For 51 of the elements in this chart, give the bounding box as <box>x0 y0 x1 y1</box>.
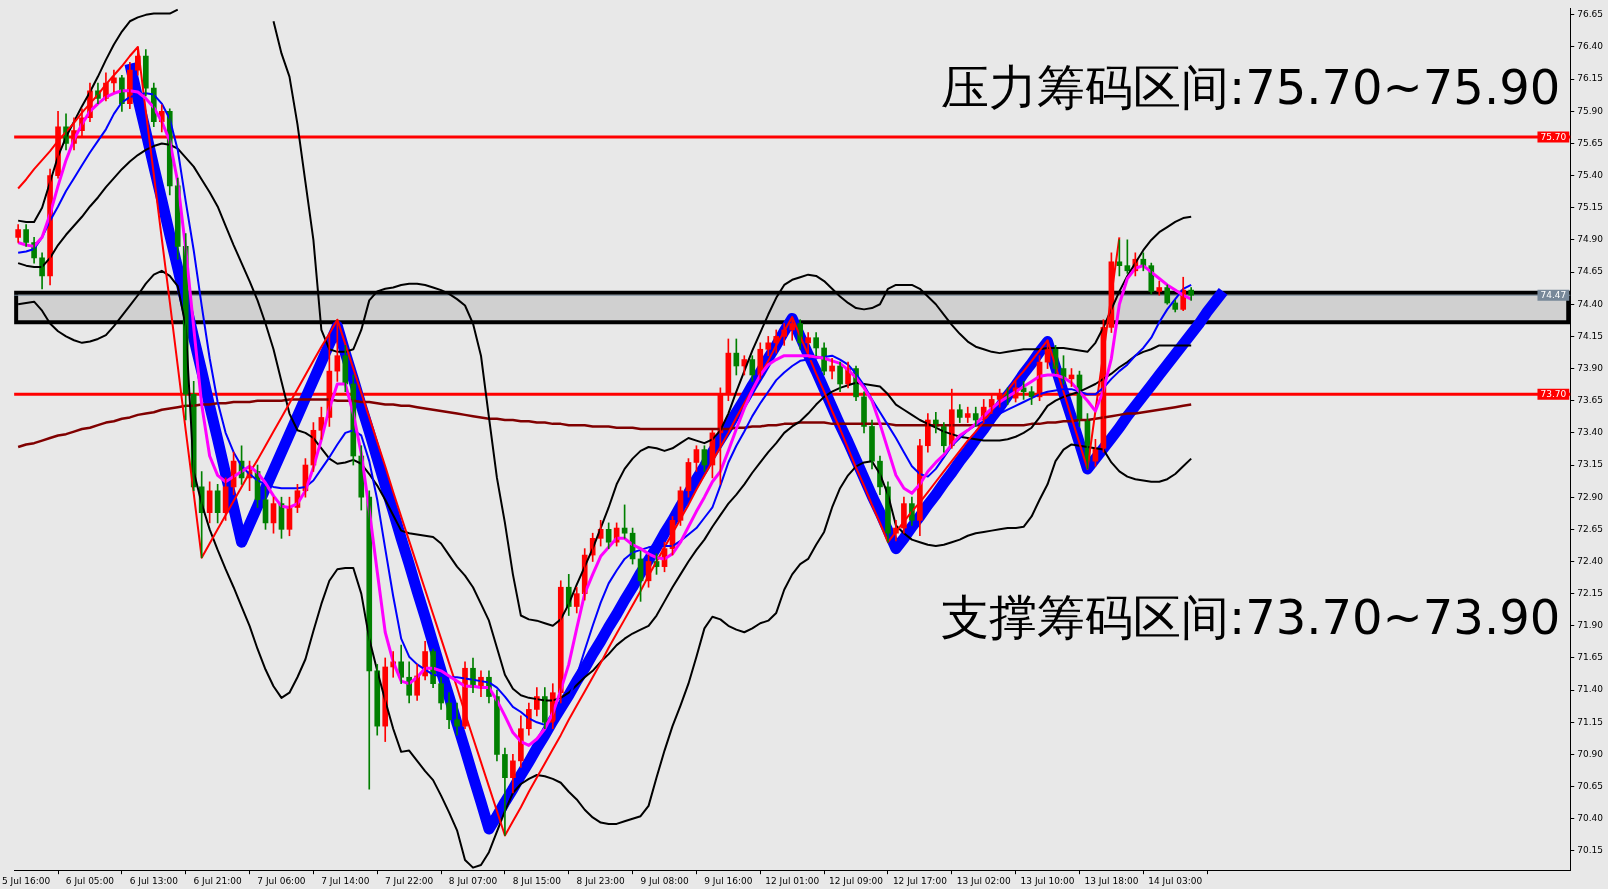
y-tick-label: 74.15 <box>1577 330 1603 341</box>
ref-line-label: 73.70 <box>1540 389 1567 400</box>
y-tick-label: 73.90 <box>1577 362 1604 373</box>
ref-line-label: 75.70 <box>1540 131 1567 142</box>
y-tick-label: 76.65 <box>1577 9 1603 20</box>
y-tick-label: 70.40 <box>1577 813 1604 824</box>
x-tick-label: 5 Jul 16:00 <box>2 875 51 886</box>
x-tick-label: 13 Jul 10:00 <box>1020 875 1075 886</box>
y-tick-label: 70.90 <box>1577 748 1604 759</box>
x-tick-label: 7 Jul 22:00 <box>385 875 434 886</box>
x-tick-label: 13 Jul 18:00 <box>1084 875 1139 886</box>
y-tick-label: 72.15 <box>1577 588 1603 598</box>
y-tick-label: 75.65 <box>1577 137 1603 148</box>
y-tick-label: 75.40 <box>1577 169 1604 180</box>
y-tick-label: 73.40 <box>1577 427 1604 438</box>
y-tick-label: 74.40 <box>1577 298 1604 309</box>
x-tick-label: 8 Jul 15:00 <box>512 875 562 886</box>
x-tick-label: 13 Jul 02:00 <box>956 875 1011 886</box>
y-tick-label: 75.90 <box>1577 105 1604 116</box>
y-tick-label: 74.90 <box>1577 234 1604 245</box>
x-tick-label: 8 Jul 23:00 <box>576 875 626 886</box>
x-tick-label: 12 Jul 01:00 <box>765 875 820 886</box>
y-tick-label: 73.65 <box>1577 395 1603 406</box>
x-tick-label: 14 Jul 03:00 <box>1148 875 1203 886</box>
y-tick-label: 71.15 <box>1577 716 1603 727</box>
y-tick-label: 70.65 <box>1577 780 1603 791</box>
y-tick-label: 71.40 <box>1577 684 1604 695</box>
y-tick-label: 74.65 <box>1577 266 1603 277</box>
x-tick-label: 7 Jul 14:00 <box>321 875 370 886</box>
y-tick-label: 70.15 <box>1577 845 1603 856</box>
x-tick-label: 9 Jul 08:00 <box>640 875 689 886</box>
y-tick-label: 76.40 <box>1577 41 1604 52</box>
x-tick-label: 6 Jul 05:00 <box>65 875 115 886</box>
x-tick-label: 7 Jul 06:00 <box>257 875 306 886</box>
x-tick-label: 12 Jul 17:00 <box>892 875 948 886</box>
x-tick-label: 9 Jul 16:00 <box>704 875 753 886</box>
x-tick-label: 6 Jul 13:00 <box>129 875 179 886</box>
x-tick-label: 12 Jul 09:00 <box>829 875 884 886</box>
y-tick-label: 76.15 <box>1577 73 1603 84</box>
y-tick-label: 72.65 <box>1577 523 1603 534</box>
y-tick-label: 75.15 <box>1577 202 1603 213</box>
annotation: 压力筹码区间:75.70~75.90 <box>941 58 1561 115</box>
ref-line-label: 74.47 <box>1540 290 1567 301</box>
y-tick-label: 71.65 <box>1577 652 1603 663</box>
annotation: 支撑筹码区间:73.70~73.90 <box>941 589 1561 646</box>
y-tick-label: 72.90 <box>1577 491 1604 502</box>
y-tick-label: 73.15 <box>1577 459 1603 470</box>
x-tick-label: 8 Jul 07:00 <box>448 875 498 886</box>
y-tick-label: 72.40 <box>1577 555 1604 566</box>
y-tick-label: 71.90 <box>1577 620 1604 631</box>
x-tick-label: 6 Jul 21:00 <box>193 875 243 886</box>
